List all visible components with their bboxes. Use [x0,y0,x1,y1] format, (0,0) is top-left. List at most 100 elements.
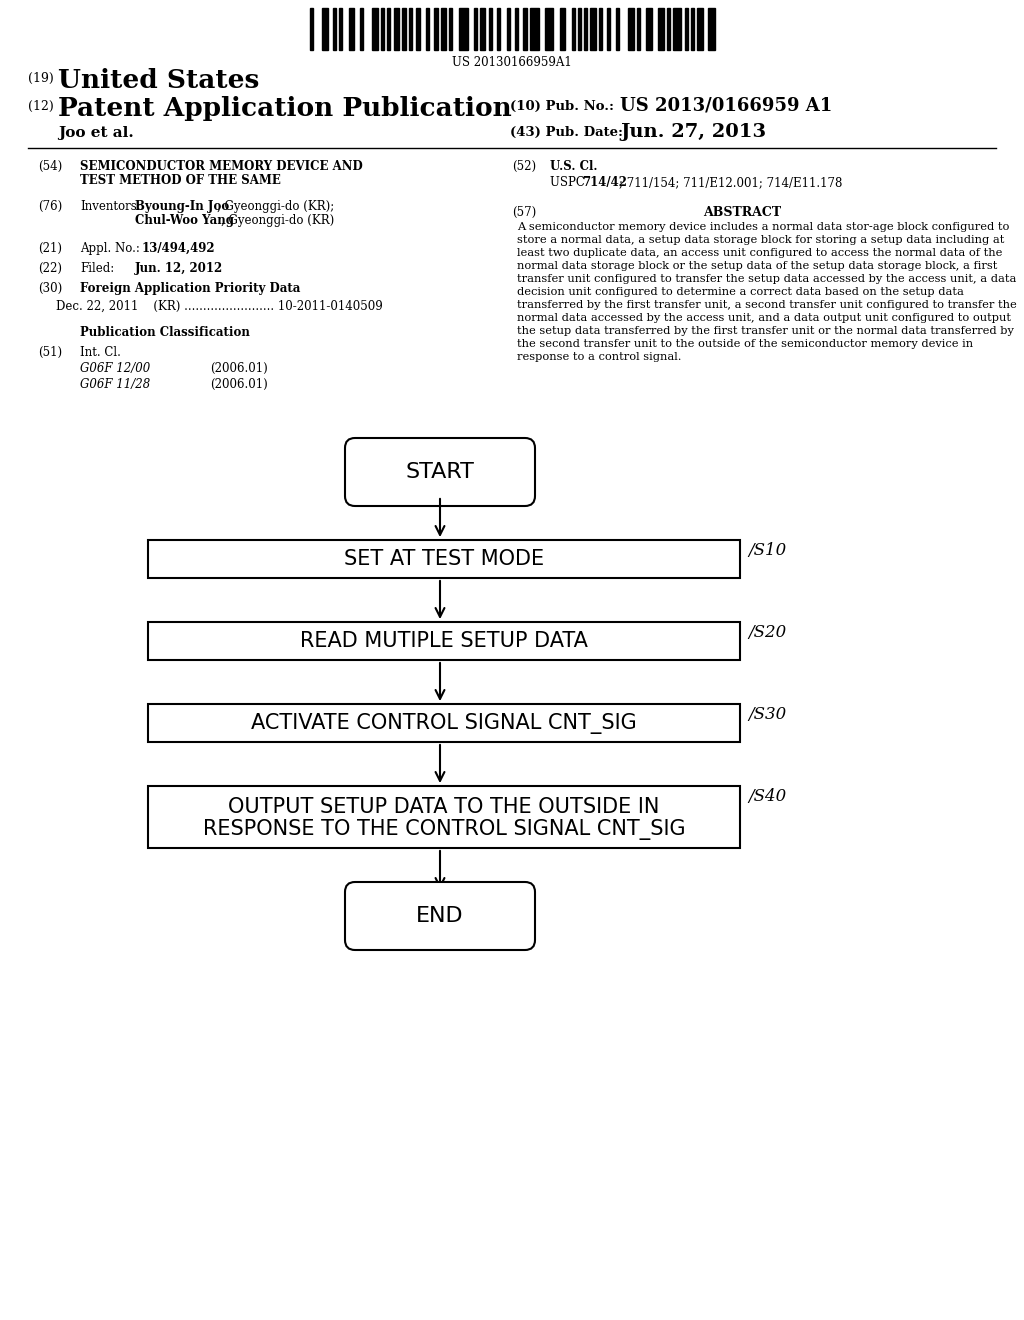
Bar [646,8,652,50]
Text: /S40: /S40 [748,788,786,805]
FancyBboxPatch shape [345,882,535,950]
Bar [148,704,740,742]
Bar [333,8,336,50]
Text: Dec. 22, 2011    (KR) ........................ 10-2011-0140509: Dec. 22, 2011 (KR) .....................… [56,300,383,313]
Bar [323,8,328,50]
Text: Jun. 12, 2012: Jun. 12, 2012 [135,261,223,275]
Bar [433,8,438,50]
Bar [489,8,493,50]
Text: US 20130166959A1: US 20130166959A1 [453,55,571,69]
Bar [591,8,596,50]
Text: Inventors:: Inventors: [80,201,140,213]
Bar [449,8,452,50]
Bar [480,8,484,50]
Text: (54): (54) [38,160,62,173]
Text: ; 711/154; 711/E12.001; 714/E11.178: ; 711/154; 711/E12.001; 714/E11.178 [618,176,843,189]
Bar [685,8,688,50]
Text: (43) Pub. Date:: (43) Pub. Date: [510,125,623,139]
Bar [628,8,634,50]
Bar [459,8,468,50]
Text: Joo et al.: Joo et al. [58,125,134,140]
Bar [359,8,362,50]
Text: Patent Application Publication: Patent Application Publication [58,96,512,121]
Bar [668,8,671,50]
Text: US 2013/0166959 A1: US 2013/0166959 A1 [620,96,833,115]
Text: Byoung-In Joo: Byoung-In Joo [135,201,229,213]
Bar [522,8,527,50]
Bar [387,8,390,50]
Bar [579,8,582,50]
Text: (22): (22) [38,261,62,275]
Bar [560,8,565,50]
Text: 13/494,492: 13/494,492 [142,242,216,255]
Bar [474,8,477,50]
Text: Publication Classification: Publication Classification [80,326,250,339]
Text: RESPONSE TO THE CONTROL SIGNAL CNT_SIG: RESPONSE TO THE CONTROL SIGNAL CNT_SIG [203,818,685,840]
Text: Foreign Application Priority Data: Foreign Application Priority Data [80,282,300,294]
Text: 714/42: 714/42 [582,176,627,189]
Bar [697,8,703,50]
Bar [691,8,694,50]
Bar [673,8,681,50]
Text: START: START [406,462,474,482]
Text: SEMICONDUCTOR MEMORY DEVICE AND: SEMICONDUCTOR MEMORY DEVICE AND [80,160,362,173]
Text: READ MUTIPLE SETUP DATA: READ MUTIPLE SETUP DATA [300,631,588,651]
Bar [381,8,384,50]
Text: (57): (57) [512,206,537,219]
Text: (51): (51) [38,346,62,359]
Text: (12): (12) [28,100,53,114]
Text: U.S. Cl.: U.S. Cl. [550,160,597,173]
Text: USPC: USPC [550,176,592,189]
Text: (76): (76) [38,201,62,213]
Bar [616,8,618,50]
Bar [416,8,420,50]
FancyBboxPatch shape [345,438,535,506]
Bar [402,8,407,50]
Text: ABSTRACT: ABSTRACT [702,206,781,219]
Text: (52): (52) [512,160,537,173]
Text: Filed:: Filed: [80,261,115,275]
Bar [572,8,575,50]
Text: Chul-Woo Yang: Chul-Woo Yang [135,214,234,227]
Text: (2006.01): (2006.01) [210,378,267,391]
Bar [658,8,665,50]
Bar [148,540,740,578]
Text: (2006.01): (2006.01) [210,362,267,375]
Text: , Gyeonggi-do (KR): , Gyeonggi-do (KR) [221,214,334,227]
Text: (10) Pub. No.:: (10) Pub. No.: [510,100,614,114]
Bar [310,8,313,50]
Bar [497,8,500,50]
Bar [349,8,353,50]
Text: , Gyeonggi-do (KR);: , Gyeonggi-do (KR); [217,201,334,213]
Text: OUTPUT SETUP DATA TO THE OUTSIDE IN: OUTPUT SETUP DATA TO THE OUTSIDE IN [228,797,659,817]
Bar [339,8,342,50]
Bar [148,622,740,660]
Text: Appl. No.:: Appl. No.: [80,242,140,255]
Bar [441,8,445,50]
Text: ACTIVATE CONTROL SIGNAL CNT_SIG: ACTIVATE CONTROL SIGNAL CNT_SIG [251,713,637,734]
Bar [515,8,518,50]
Text: (19): (19) [28,73,53,84]
Bar [410,8,413,50]
Bar [607,8,610,50]
Text: (21): (21) [38,242,62,255]
Bar [426,8,429,50]
Bar [372,8,378,50]
Text: (30): (30) [38,282,62,294]
Bar [585,8,588,50]
Bar [508,8,511,50]
Bar [530,8,539,50]
Text: TEST METHOD OF THE SAME: TEST METHOD OF THE SAME [80,174,281,187]
Text: SET AT TEST MODE: SET AT TEST MODE [344,549,544,569]
Text: /S10: /S10 [748,543,786,558]
Text: G06F 12/00: G06F 12/00 [80,362,151,375]
Bar [599,8,602,50]
Text: /S30: /S30 [748,706,786,723]
Bar [637,8,640,50]
Text: A semiconductor memory device includes a normal data stor-age block configured t: A semiconductor memory device includes a… [517,222,1017,363]
Bar [545,8,553,50]
Bar [708,8,716,50]
Text: United States: United States [58,69,259,92]
Text: G06F 11/28: G06F 11/28 [80,378,151,391]
Text: Int. Cl.: Int. Cl. [80,346,121,359]
